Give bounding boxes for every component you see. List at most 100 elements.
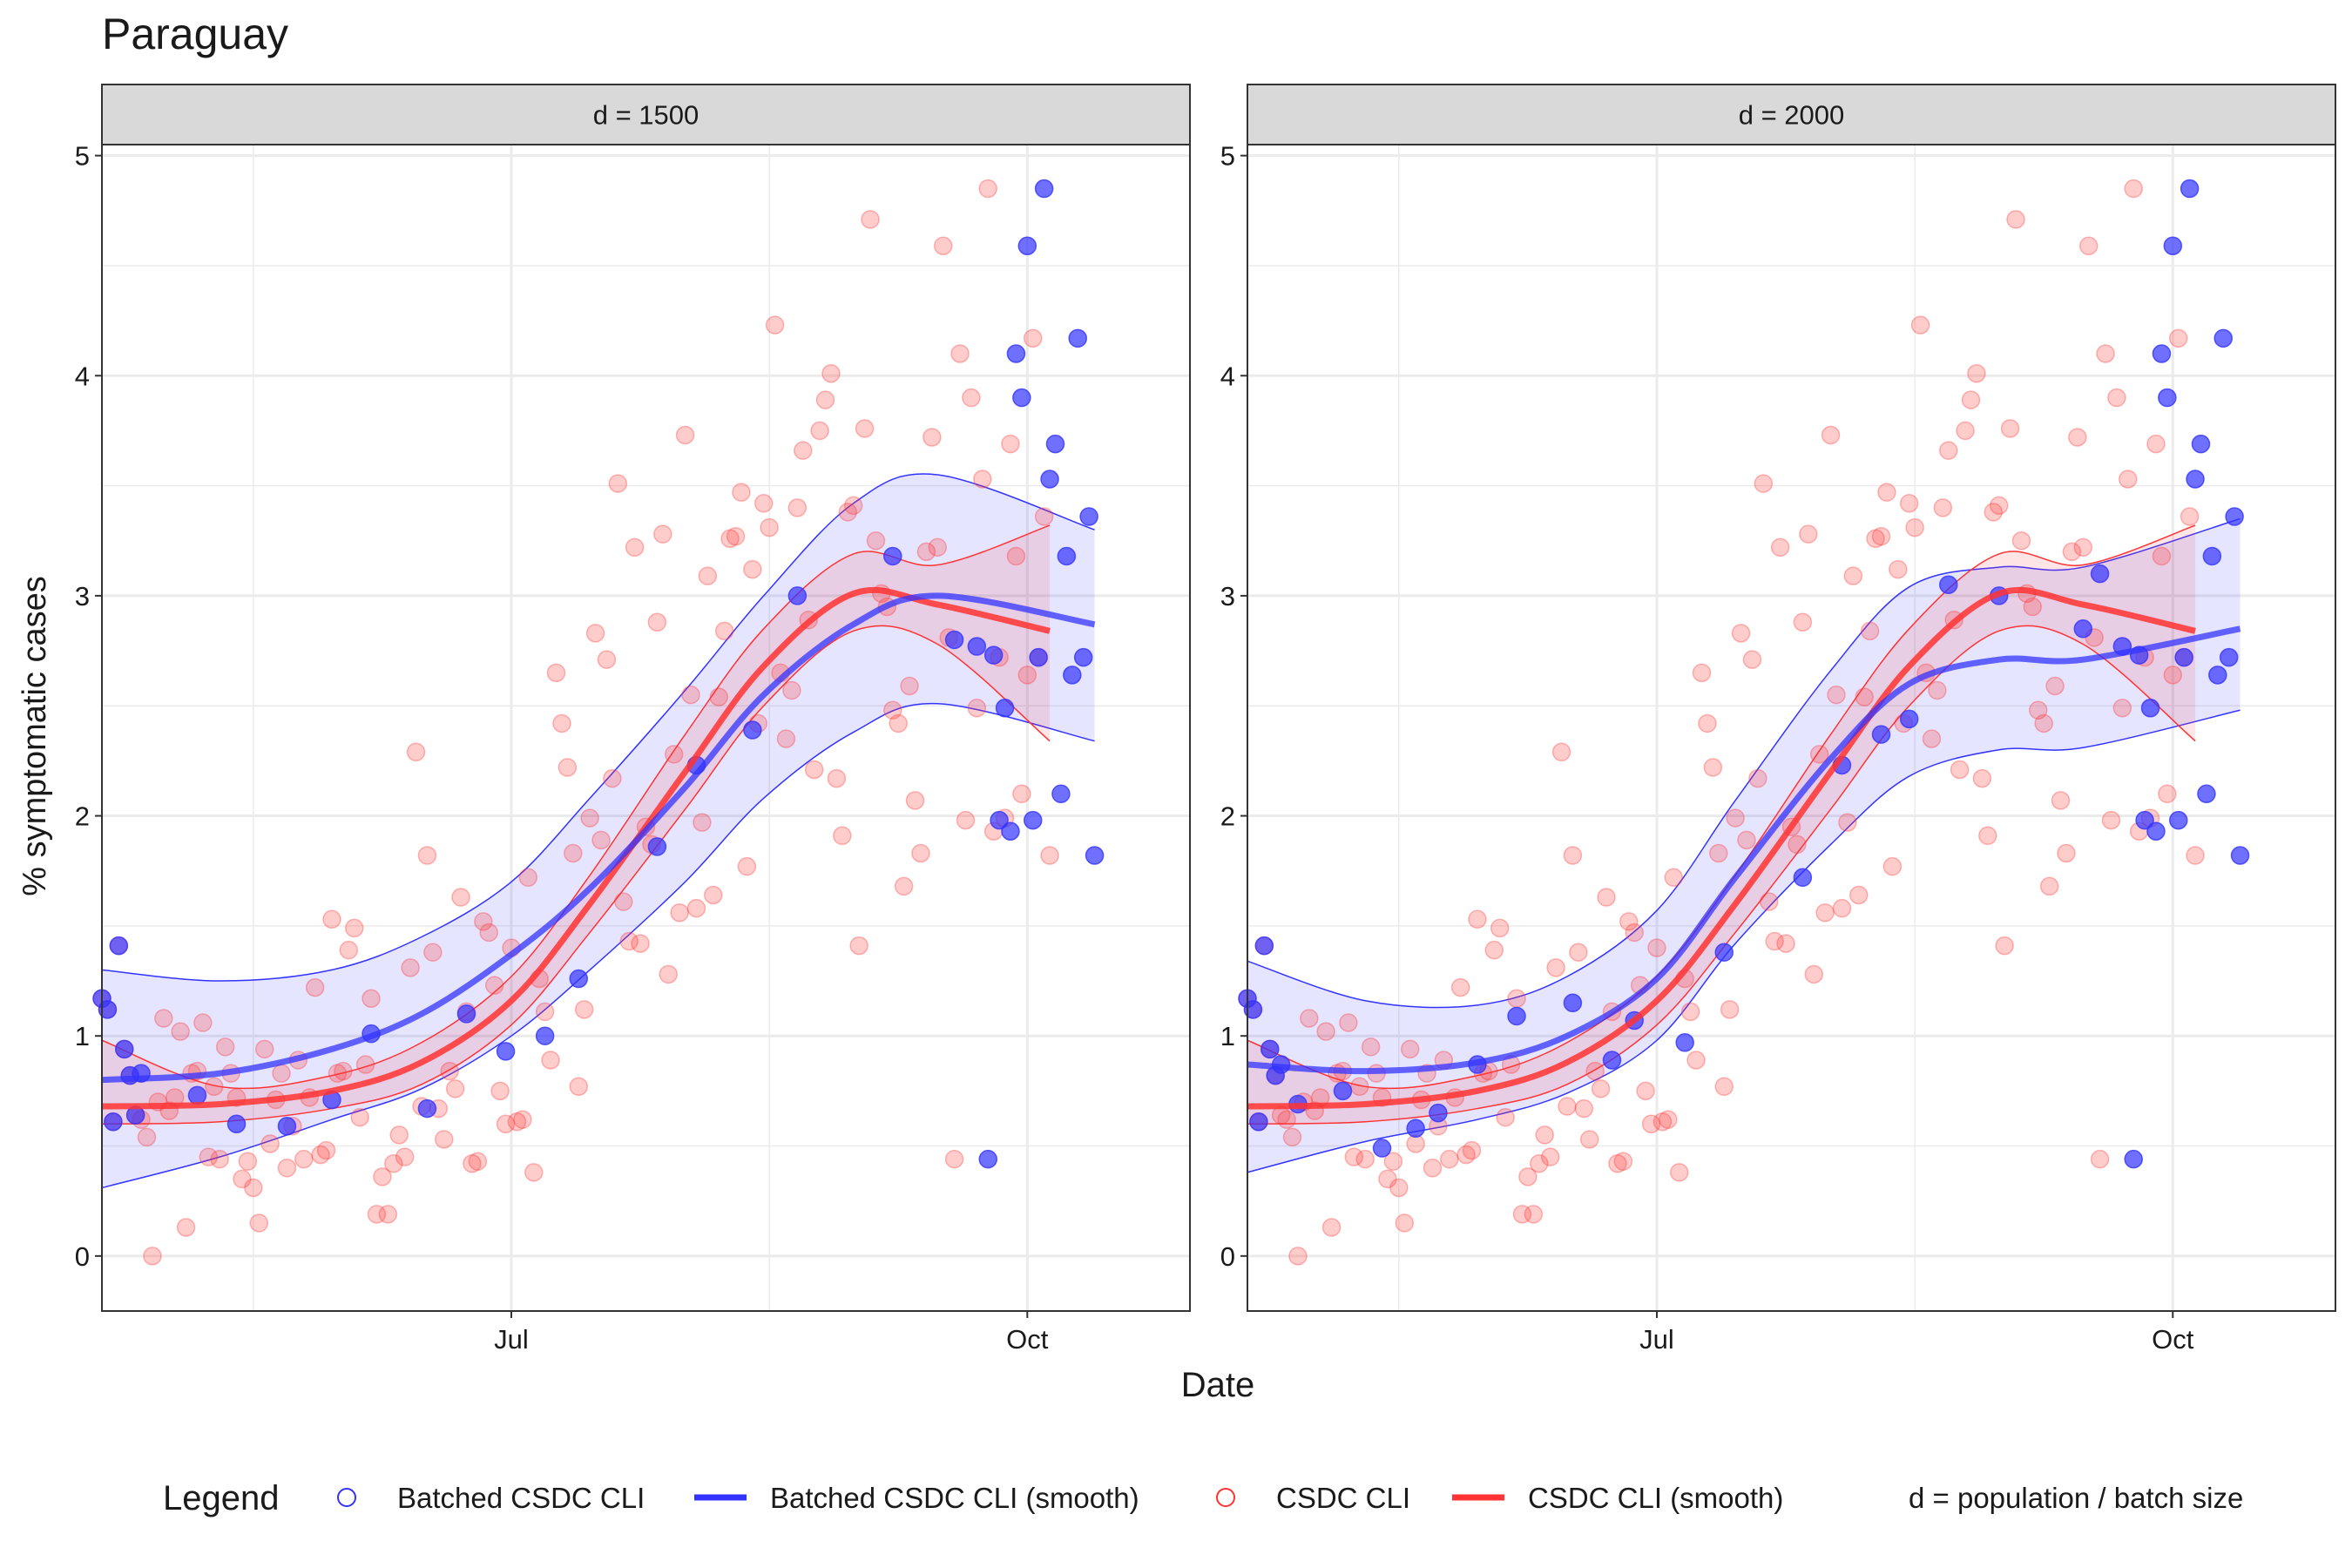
x-tick-label: Jul: [1639, 1324, 1674, 1355]
csdc-point: [362, 989, 381, 1008]
batched-point: [2158, 388, 2177, 408]
csdc-point: [916, 542, 936, 562]
csdc-point: [440, 1061, 459, 1081]
batched-point: [990, 810, 1009, 830]
panel-border: [101, 144, 1191, 1312]
csdc-point: [1843, 566, 1863, 585]
csdc-point: [1535, 1125, 1554, 1145]
csdc-point: [1619, 912, 1639, 931]
csdc-point: [1423, 1159, 1443, 1178]
csdc-point: [1350, 1077, 1369, 1097]
csdc-point: [2057, 843, 2076, 863]
csdc-point: [2000, 419, 2020, 438]
y-tick-label: 2: [75, 801, 90, 832]
csdc-point: [1972, 768, 1992, 788]
csdc-point: [1034, 507, 1054, 526]
csdc-point: [1692, 663, 1712, 683]
csdc-point: [670, 902, 689, 923]
batched-point: [1871, 725, 1891, 744]
csdc-point: [154, 1009, 173, 1028]
csdc-point: [838, 503, 858, 522]
csdc-point: [760, 517, 779, 537]
batched-smooth-line: [101, 592, 1096, 1084]
batched-point: [2152, 344, 2172, 363]
csdc-point: [794, 441, 813, 460]
y-tick-label: 3: [1220, 581, 1235, 612]
batched-point: [983, 645, 1004, 665]
csdc-point: [210, 1149, 229, 1169]
csdc-point: [328, 1064, 348, 1083]
csdc-point: [305, 977, 325, 997]
csdc-point: [294, 1149, 314, 1169]
batched-point: [2219, 647, 2239, 667]
csdc-point: [1821, 425, 1841, 445]
csdc-point: [1636, 1081, 1655, 1101]
batched-point: [187, 1085, 207, 1105]
csdc-point: [603, 768, 622, 788]
csdc-point: [334, 1061, 353, 1081]
csdc-point: [1759, 892, 1779, 911]
csdc-point: [384, 1153, 403, 1173]
csdc-point: [861, 210, 880, 229]
csdc-point: [451, 888, 470, 907]
batched-point: [104, 1112, 123, 1132]
csdc-point: [1827, 685, 1846, 705]
csdc-point: [316, 1140, 336, 1160]
batched-point: [1563, 993, 1583, 1013]
csdc-point: [698, 566, 718, 585]
batched-point: [1602, 1051, 1622, 1070]
csdc-point: [1967, 363, 1986, 383]
panel-2: d = 2000 0 1 2 3 4 5 Jul Oct: [1220, 84, 2336, 1355]
csdc-point: [1006, 546, 1026, 566]
panel-1: d = 1500 0 1 2 3 4 5 Jul Oct: [75, 84, 1191, 1355]
legend-key-csdc-points: [1216, 1488, 1235, 1507]
csdc-point: [233, 1169, 252, 1189]
x-axis-label: Date: [1181, 1366, 1255, 1404]
csdc-point: [1989, 496, 2009, 516]
csdc-point: [401, 958, 420, 977]
csdc-point: [1905, 517, 1924, 537]
csdc-point: [720, 529, 740, 548]
csdc-point: [1355, 1149, 1375, 1169]
csdc-point: [2107, 388, 2126, 408]
csdc-point: [1770, 537, 1790, 558]
csdc-point: [1995, 936, 2014, 956]
csdc-point: [776, 729, 796, 748]
csdc-point: [2180, 507, 2200, 526]
csdc-point: [1928, 680, 1947, 700]
legend: Legend Batched CSDC CLI Batched CSDC CLI…: [163, 1479, 2243, 1517]
csdc-point: [1017, 666, 1037, 685]
y-tick-label: 4: [75, 361, 90, 391]
csdc-point: [827, 768, 847, 788]
batched-point: [1372, 1139, 1392, 1158]
csdc-point: [866, 531, 886, 551]
batched-point: [1243, 1000, 1263, 1019]
csdc-point: [2168, 328, 2188, 348]
csdc-point: [2163, 666, 2183, 685]
y-tick-label: 1: [75, 1021, 90, 1051]
batched-point: [2174, 647, 2193, 667]
batched-point: [1006, 344, 1026, 363]
batched-point: [2073, 619, 2093, 639]
csdc-point: [855, 419, 875, 438]
csdc-point: [1579, 1130, 1599, 1149]
csdc-point: [1540, 1147, 1560, 1166]
csdc-point: [1754, 474, 1774, 493]
csdc-point: [344, 918, 364, 938]
batched-point: [1012, 388, 1031, 408]
batched-smooth-ribbon-upper: [101, 473, 1095, 982]
batched-point: [2168, 810, 2188, 830]
csdc-point: [355, 1055, 375, 1074]
csdc-point: [765, 315, 785, 335]
csdc-point: [249, 1213, 269, 1233]
batched-point: [2186, 470, 2205, 489]
csdc-point: [1512, 1205, 1532, 1224]
batched-point: [944, 630, 964, 650]
csdc-point: [973, 470, 992, 489]
csdc-point: [254, 1039, 274, 1059]
batched-point: [1429, 1103, 1448, 1123]
csdc-point: [2096, 344, 2115, 363]
csdc-point: [1832, 898, 1852, 918]
csdc-point: [311, 1145, 330, 1165]
csdc-point: [653, 524, 672, 544]
